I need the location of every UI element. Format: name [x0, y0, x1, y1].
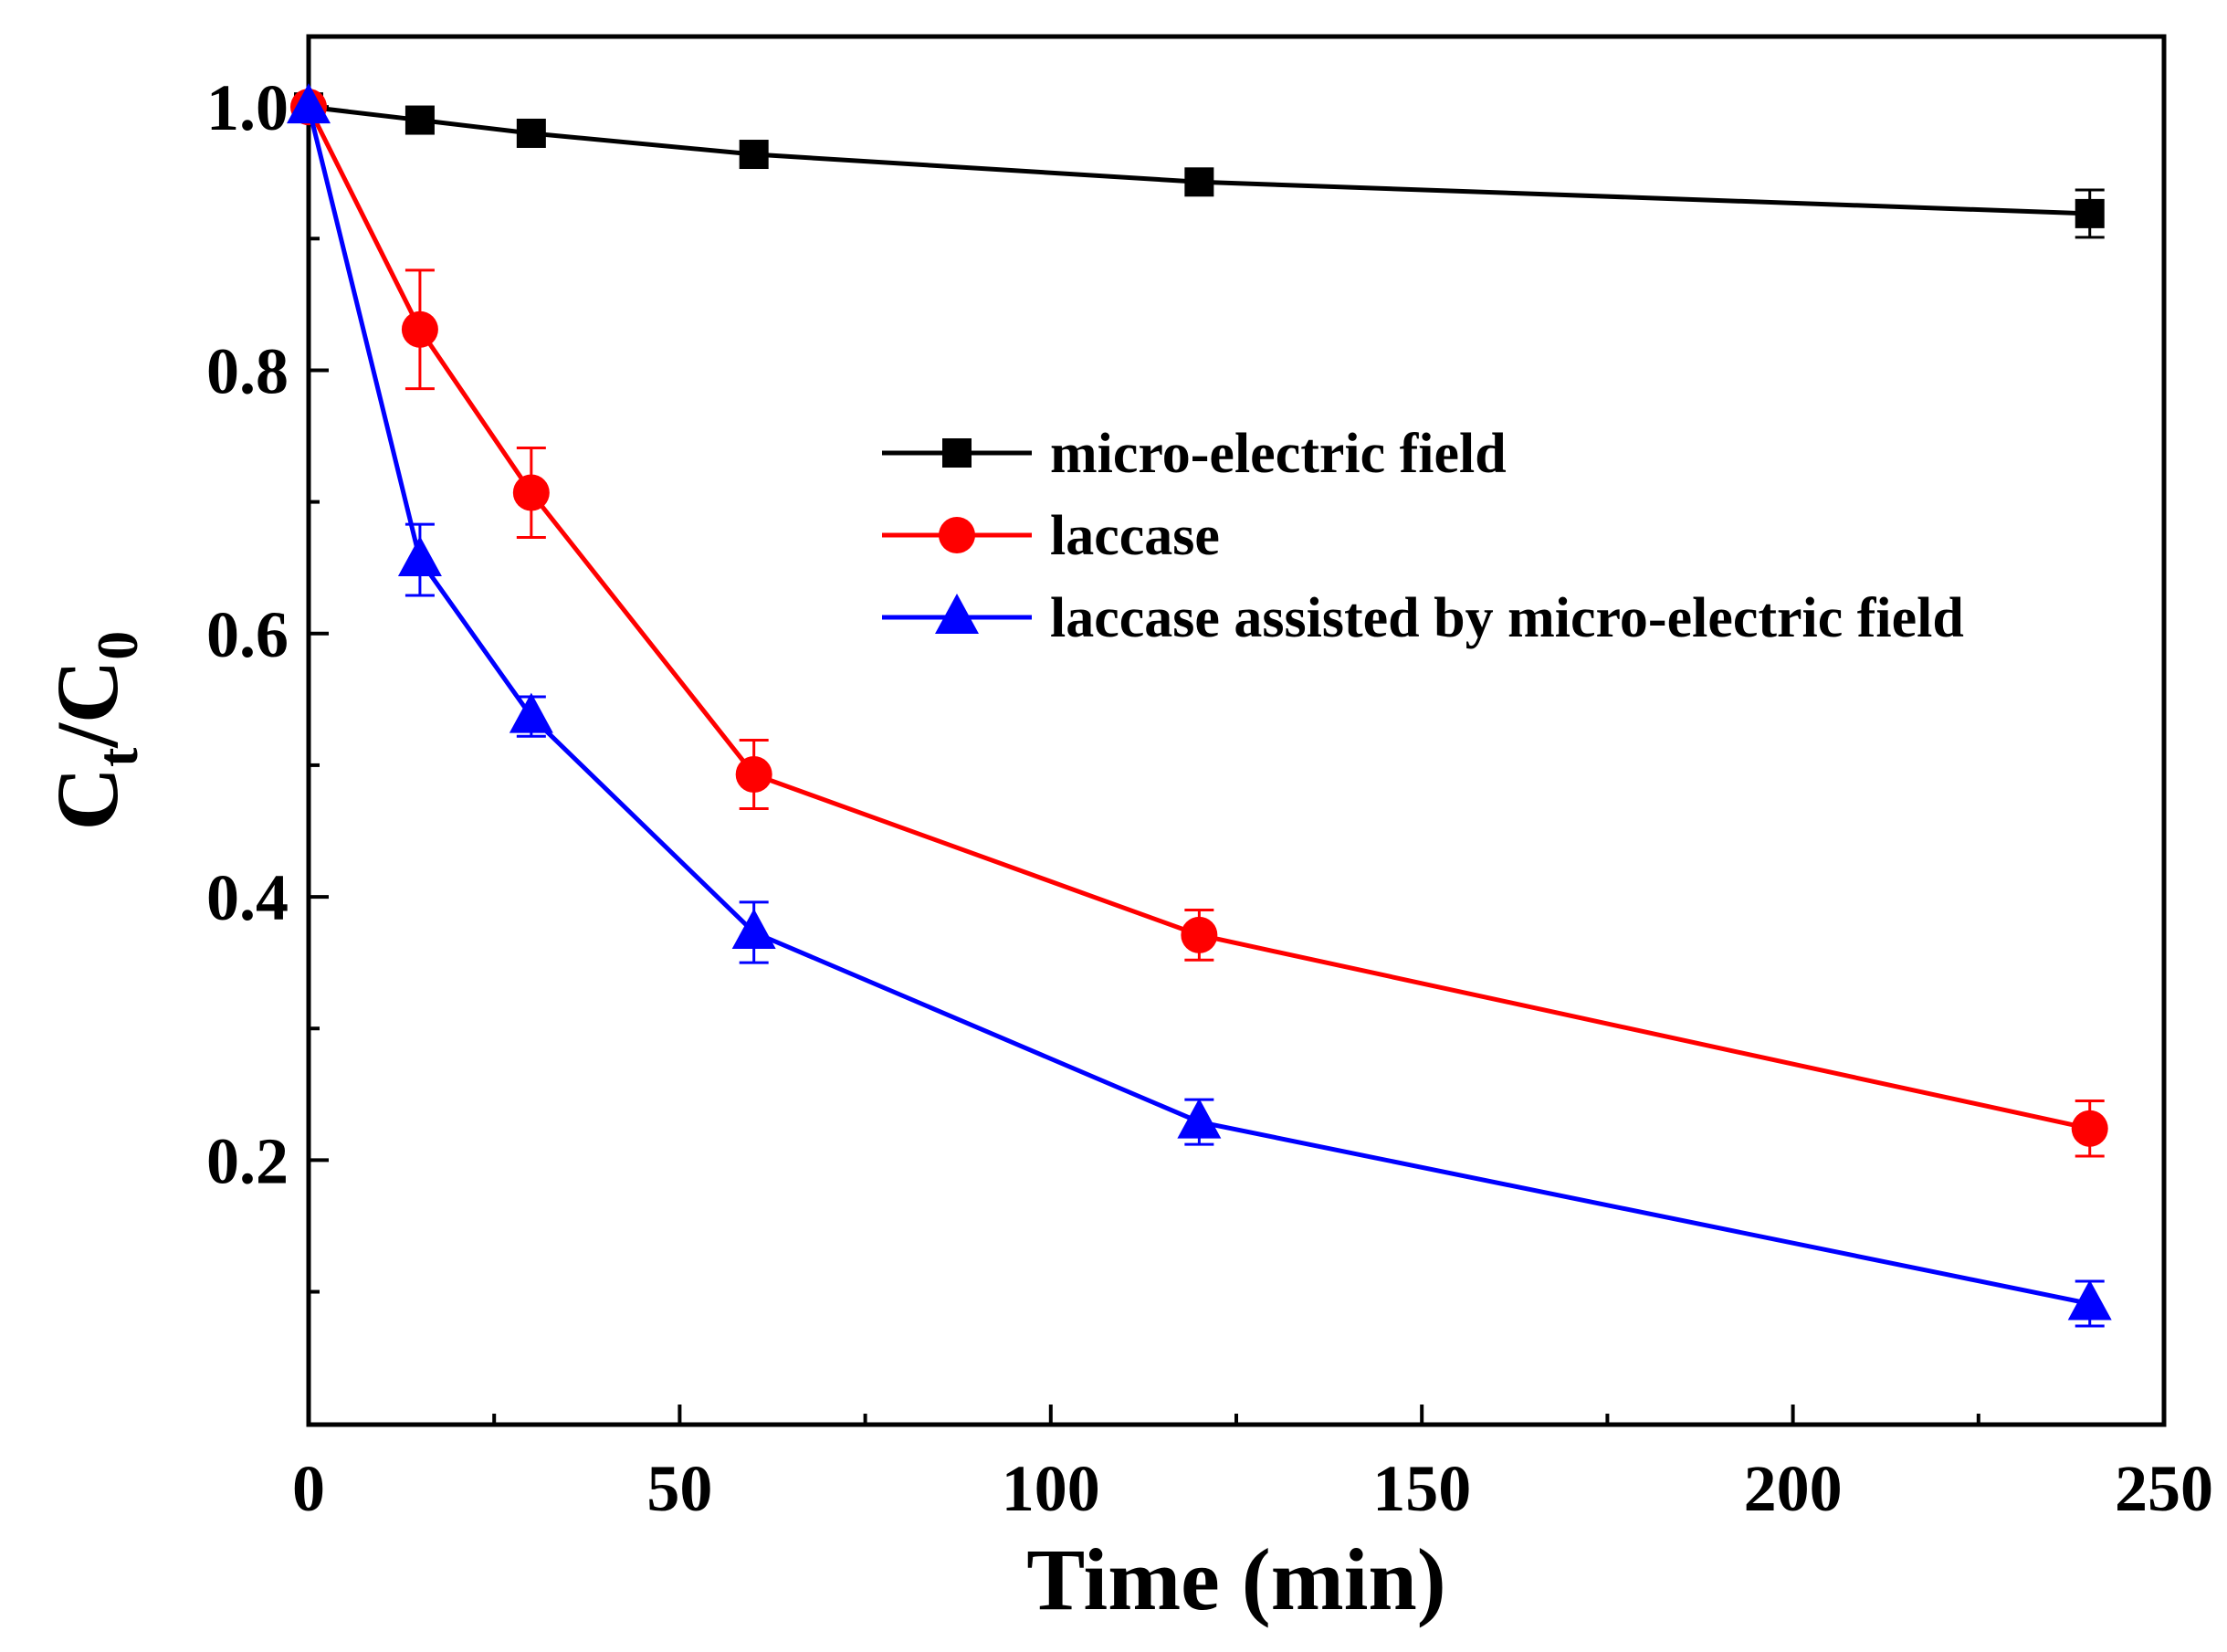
data-point	[2071, 1110, 2108, 1147]
x-tick-label: 50	[646, 1452, 712, 1525]
y-tick-label: 0.8	[206, 334, 289, 407]
data-point	[731, 908, 776, 949]
y-axis-title: Ct/C0	[38, 631, 150, 831]
data-point	[1184, 167, 1214, 197]
legend-item: laccase assisted by micro-electric field	[882, 587, 1964, 649]
legend-marker	[935, 594, 979, 634]
series-line	[306, 106, 2091, 1131]
series-layer	[287, 83, 2112, 1328]
axes: 0 50 100 150 200 250 0.2 0.4 0.6 0.8 1.0	[206, 71, 2213, 1525]
y-tick-label: 0.6	[206, 598, 289, 671]
y-axis-title-sub-t: t	[85, 747, 150, 767]
data-point	[397, 536, 442, 577]
series-1	[294, 92, 2105, 239]
y-axis-title-c: C	[38, 767, 136, 830]
y-tick-label: 1.0	[206, 71, 289, 144]
plot-frame	[306, 34, 2167, 1427]
y-axis-title-sub-0: 0	[85, 631, 150, 660]
x-tick-label: 200	[1744, 1452, 1843, 1525]
x-tick-label: 100	[1002, 1452, 1100, 1525]
y-tick-label: 0.2	[206, 1124, 289, 1197]
y-tick-label: 0.4	[206, 861, 289, 934]
series-line	[306, 106, 2091, 1306]
series-line	[308, 104, 2090, 216]
x-axis-title: Time (min)	[1026, 1531, 1446, 1628]
data-point	[2067, 1279, 2112, 1321]
legend-item: micro-electric field	[882, 423, 1507, 485]
plot-area	[306, 34, 2167, 1427]
legend-item: laccase	[882, 505, 1220, 567]
data-point	[401, 310, 438, 348]
data-point	[512, 474, 550, 511]
series-2	[290, 89, 2108, 1158]
data-point	[404, 105, 435, 135]
legend: micro-electric field laccase laccase assis…	[882, 423, 1964, 649]
x-tick-label: 250	[2115, 1452, 2213, 1525]
legend-marker	[939, 517, 975, 553]
x-tick-label: 0	[292, 1452, 325, 1525]
data-point	[1177, 1098, 1222, 1139]
data-point	[287, 83, 331, 124]
data-point	[509, 692, 553, 733]
y-axis-title-slash: /	[38, 722, 136, 749]
data-point	[739, 140, 769, 170]
data-point	[1181, 916, 1218, 953]
data-point	[735, 756, 772, 794]
y-axis-title-c0: C	[38, 660, 136, 723]
legend-label: micro-electric field	[1050, 423, 1507, 485]
legend-label: laccase	[1050, 505, 1220, 567]
series-3	[287, 83, 2112, 1328]
x-tick-label: 150	[1372, 1452, 1471, 1525]
data-point	[516, 118, 546, 148]
legend-marker	[942, 438, 972, 468]
data-point	[2075, 198, 2105, 228]
legend-label: laccase assisted by micro-electric field	[1050, 587, 1964, 649]
